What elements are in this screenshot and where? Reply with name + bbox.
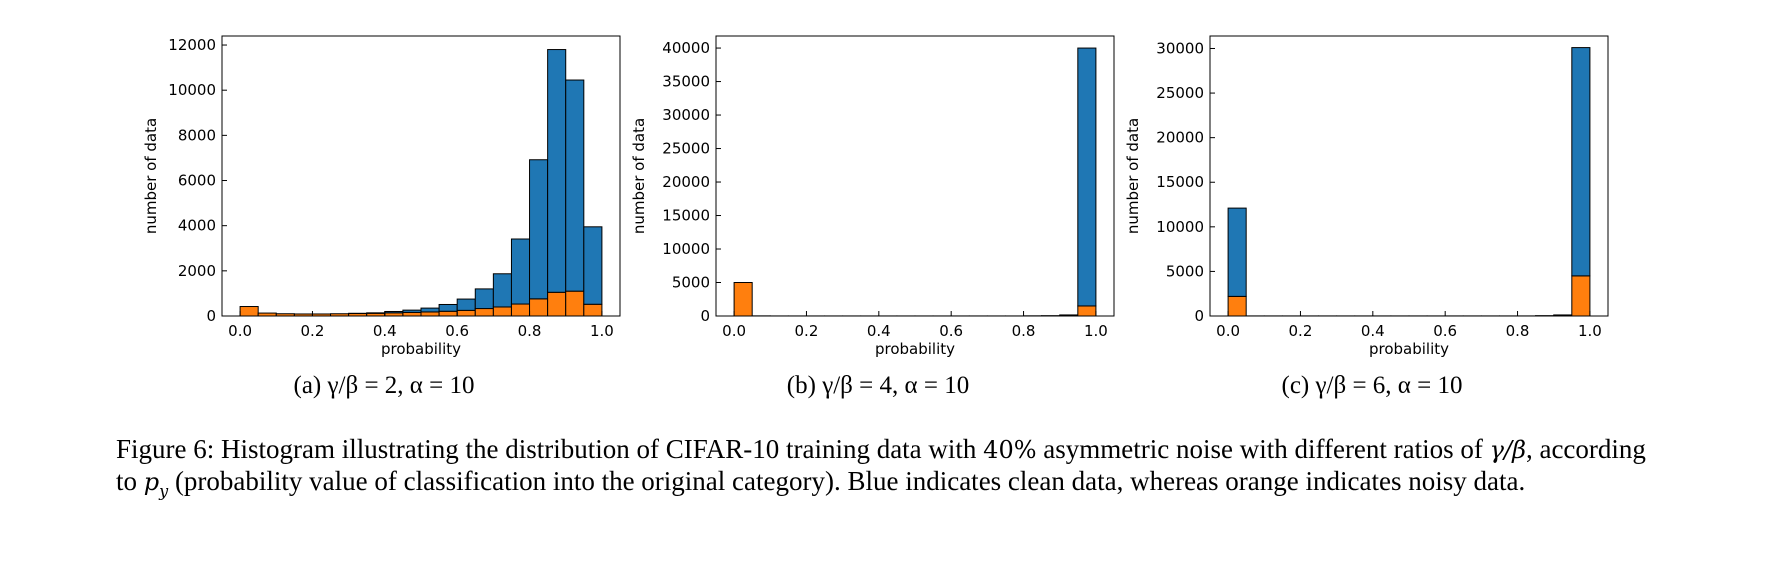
y-tick-label-c: 15000: [1156, 173, 1204, 191]
caption-middle: asymmetric noise with different ratios o…: [1036, 434, 1490, 464]
bar-clean-c: [1571, 47, 1591, 277]
y-tick-label-b: 15000: [662, 207, 710, 225]
y-tick-label-b: 20000: [662, 173, 710, 191]
x-tick-label-a: 0.0: [228, 322, 252, 340]
bar-clean-a: [583, 226, 603, 305]
bar-noisy-a: [547, 291, 567, 317]
x-tick-label-c: 0.0: [1216, 322, 1240, 340]
y-axis-label-c: number of data: [1124, 118, 1142, 234]
y-tick-label-a: 10000: [168, 81, 216, 99]
bar-noisy-a: [402, 311, 422, 317]
bar-noisy-b: [1077, 305, 1097, 317]
x-tick-label-b: 0.6: [939, 322, 963, 340]
bar-clean-a: [420, 307, 440, 313]
y-axis-label-b: number of data: [630, 118, 648, 234]
y-tick-label-a: 0: [206, 307, 216, 325]
x-tick-label-a: 0.6: [445, 322, 469, 340]
bar-noisy-a: [492, 306, 512, 317]
x-axis-label-c: probability: [1369, 340, 1449, 358]
x-tick-label-c: 0.2: [1289, 322, 1313, 340]
bar-clean-a: [510, 238, 531, 305]
bar-clean-b: [1059, 314, 1079, 317]
y-tick-label-c: 0: [1194, 307, 1204, 325]
bar-clean-c: [1227, 207, 1247, 297]
x-tick-label-c: 0.4: [1361, 322, 1385, 340]
bar-clean-a: [474, 288, 494, 310]
axes-frame-b: [715, 35, 1115, 317]
y-tick-label-b: 25000: [662, 140, 710, 158]
y-tick-label-b: 30000: [662, 106, 710, 124]
bar-clean-a: [547, 49, 567, 293]
subcaption-a: (a) γ/β = 2, α = 10: [293, 372, 475, 399]
bar-noisy-a: [583, 303, 603, 317]
bar-noisy-c: [1571, 275, 1591, 317]
x-tick-label-a: 1.0: [590, 322, 614, 340]
bar-noisy-a: [438, 310, 458, 317]
bar-clean-a: [438, 303, 458, 312]
bar-clean-a: [456, 298, 476, 311]
y-tick-label-b: 10000: [662, 240, 710, 258]
bar-noisy-a: [474, 308, 494, 317]
x-tick-label-a: 0.4: [373, 322, 397, 340]
bar-clean-a: [384, 310, 404, 314]
x-tick-label-b: 1.0: [1084, 322, 1108, 340]
bar-noisy-b: [733, 282, 753, 317]
y-tick-label-b: 5000: [672, 274, 710, 292]
y-tick-label-b: 35000: [662, 73, 710, 91]
bar-clean-b: [1077, 47, 1097, 307]
bar-noisy-a: [510, 303, 531, 317]
bar-clean-a: [492, 273, 512, 308]
caption-suffix: (probability value of classification int…: [168, 466, 1526, 496]
y-tick-label-a: 6000: [178, 172, 216, 190]
subcaption-c: (c) γ/β = 6, α = 10: [1281, 372, 1463, 399]
y-tick-label-c: 20000: [1156, 129, 1204, 147]
axes-frame-c: [1209, 35, 1609, 317]
bar-clean-a: [565, 79, 585, 292]
y-tick-label-a: 8000: [178, 126, 216, 144]
axes-frame-a: [221, 35, 621, 317]
y-tick-label-c: 10000: [1156, 218, 1204, 236]
x-axis-label-a: probability: [381, 340, 461, 358]
caption-p: p: [143, 468, 160, 496]
bar-noisy-a: [239, 306, 259, 317]
y-tick-label-b: 0: [700, 307, 710, 325]
x-tick-label-b: 0.2: [795, 322, 819, 340]
y-axis-label-a: number of data: [142, 118, 160, 234]
bar-noisy-a: [565, 290, 585, 317]
y-tick-label-a: 4000: [178, 217, 216, 235]
bar-clean-a: [529, 159, 549, 300]
caption-noise-pct: 40%: [983, 436, 1037, 464]
x-tick-label-b: 0.4: [867, 322, 891, 340]
bar-noisy-a: [529, 298, 549, 317]
x-axis-label-b: probability: [875, 340, 955, 358]
caption-after-ratio: , according to: [116, 434, 1646, 496]
bar-noisy-c: [1227, 295, 1247, 317]
figure-caption: Figure 6: Histogram illustrating the dis…: [116, 434, 1656, 506]
subcaption-b: (b) γ/β = 4, α = 10: [786, 372, 970, 399]
x-tick-label-a: 0.8: [518, 322, 542, 340]
y-tick-label-b: 40000: [662, 39, 710, 57]
caption-p-sub: y: [159, 481, 169, 501]
caption-prefix: Figure 6: Histogram illustrating the dis…: [116, 434, 984, 464]
x-tick-label-b: 0.8: [1012, 322, 1036, 340]
y-tick-label-c: 5000: [1166, 262, 1204, 280]
x-tick-label-b: 0.0: [722, 322, 746, 340]
y-tick-label-c: 25000: [1156, 84, 1204, 102]
x-tick-label-a: 0.2: [301, 322, 325, 340]
y-tick-label-a: 12000: [168, 36, 216, 54]
bar-noisy-a: [456, 309, 476, 317]
bar-noisy-a: [420, 311, 440, 317]
x-tick-label-c: 1.0: [1578, 322, 1602, 340]
figure-panels: 0.0 0.2 0.4 0.6 0.8 1.0 0 2000 4000 6000 8000 10000…: [142, 35, 1609, 358]
caption-ratio: γ/β: [1489, 436, 1526, 464]
y-tick-label-a: 2000: [178, 262, 216, 280]
bar-clean-a: [402, 309, 422, 313]
x-tick-label-c: 0.6: [1433, 322, 1457, 340]
x-tick-label-c: 0.8: [1506, 322, 1530, 340]
y-tick-label-c: 30000: [1156, 39, 1204, 57]
